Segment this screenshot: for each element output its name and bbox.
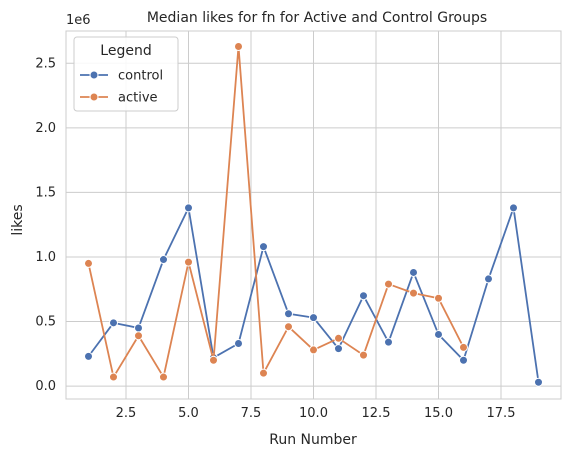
data-point-control <box>335 345 343 353</box>
data-point-control <box>435 330 443 338</box>
y-axis-label: likes <box>10 204 26 235</box>
data-point-active <box>160 373 168 381</box>
data-point-active <box>235 42 243 50</box>
legend-label-control: control <box>118 69 163 84</box>
legend: Legend control active <box>74 37 178 111</box>
x-axis-label: Run Number <box>269 432 357 448</box>
data-point-control <box>385 338 393 346</box>
data-point-active <box>260 369 268 377</box>
data-point-active <box>460 343 468 351</box>
x-tick-label: 7.5 <box>241 406 262 421</box>
y-offset-label: 1e6 <box>66 13 91 28</box>
chart-title: Median likes for fn for Active and Contr… <box>147 10 487 26</box>
x-tick-label: 15.0 <box>424 406 453 421</box>
x-tick-label: 10.0 <box>299 406 328 421</box>
data-point-active <box>360 351 368 359</box>
data-point-control <box>235 339 243 347</box>
y-tick-label: 0.5 <box>35 315 56 330</box>
x-tick-label: 2.5 <box>116 406 137 421</box>
data-point-control <box>360 292 368 300</box>
data-point-control <box>535 378 543 386</box>
data-point-control <box>285 310 293 318</box>
data-point-active <box>335 334 343 342</box>
data-point-active <box>285 323 293 331</box>
data-point-active <box>85 259 93 267</box>
y-tick-label: 2.5 <box>35 56 56 71</box>
data-point-control <box>185 204 193 212</box>
data-point-active <box>435 294 443 302</box>
legend-marker-control <box>90 71 98 79</box>
data-point-control <box>260 243 268 251</box>
y-tick-label: 1.0 <box>35 250 56 265</box>
x-tick-label: 17.5 <box>487 406 516 421</box>
data-point-control <box>135 324 143 332</box>
data-point-control <box>160 256 168 264</box>
data-point-control <box>485 275 493 283</box>
y-tick-label: 0.0 <box>35 379 56 394</box>
data-point-control <box>410 268 418 276</box>
x-tick-label: 5.0 <box>178 406 199 421</box>
data-point-active <box>210 356 218 364</box>
data-point-active <box>410 289 418 297</box>
data-point-control <box>310 314 318 322</box>
y-tick-label: 2.0 <box>35 121 56 136</box>
data-point-active <box>385 280 393 288</box>
data-point-active <box>135 332 143 340</box>
data-point-control <box>510 204 518 212</box>
legend-title: Legend <box>100 43 151 59</box>
data-point-active <box>185 258 193 266</box>
y-tick-label: 1.5 <box>35 185 56 200</box>
data-point-active <box>310 346 318 354</box>
legend-marker-active <box>90 93 98 101</box>
data-point-control <box>460 356 468 364</box>
data-point-active <box>110 373 118 381</box>
legend-label-active: active <box>118 91 158 106</box>
data-point-control <box>110 319 118 327</box>
data-point-control <box>85 352 93 360</box>
x-tick-label: 12.5 <box>362 406 391 421</box>
